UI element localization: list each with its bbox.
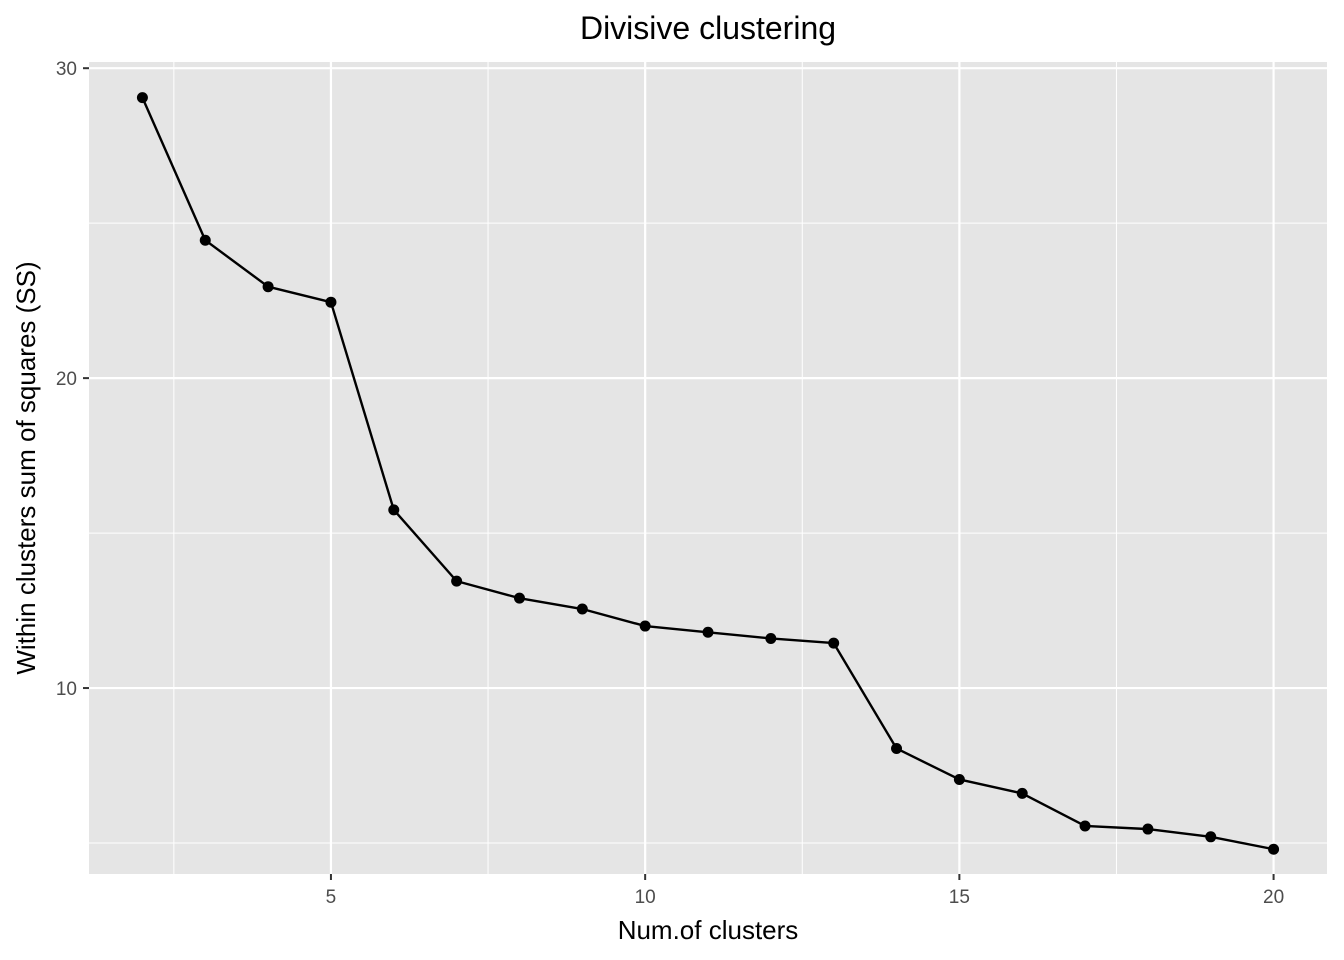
data-point <box>451 575 463 587</box>
x-tick-label: 5 <box>326 887 337 908</box>
data-point <box>262 281 274 293</box>
data-point <box>702 626 714 638</box>
data-point <box>891 742 903 754</box>
y-axis: 10 20 30 <box>56 59 89 700</box>
data-point <box>388 504 400 516</box>
data-point <box>513 592 525 604</box>
data-point <box>199 234 211 246</box>
x-tick-label: 20 <box>1263 887 1284 908</box>
data-point <box>1268 843 1280 855</box>
data-point <box>639 620 651 632</box>
y-tick-label: 10 <box>56 679 77 700</box>
chart-title: Divisive clustering <box>580 10 836 46</box>
x-tick-label: 15 <box>949 887 970 908</box>
data-point <box>953 773 965 785</box>
x-tick-label: 10 <box>635 887 656 908</box>
series-layer <box>136 92 1280 855</box>
data-point <box>1142 823 1154 835</box>
y-axis-title: Within clusters sum of squares (SS) <box>11 261 41 674</box>
data-point <box>1205 831 1217 843</box>
x-axis: 5 10 15 20 <box>326 874 1284 908</box>
data-point <box>325 296 337 308</box>
data-point <box>828 637 840 649</box>
data-point <box>1079 820 1091 832</box>
data-point <box>136 92 148 104</box>
plot-panel <box>89 62 1327 874</box>
y-tick-label: 20 <box>56 369 77 390</box>
data-point <box>765 632 777 644</box>
data-point <box>576 603 588 615</box>
y-tick-label: 30 <box>56 59 77 80</box>
x-axis-title: Num.of clusters <box>618 915 799 945</box>
minor-gridlines <box>89 62 1327 874</box>
data-point <box>1016 787 1028 799</box>
major-gridlines <box>89 62 1327 874</box>
